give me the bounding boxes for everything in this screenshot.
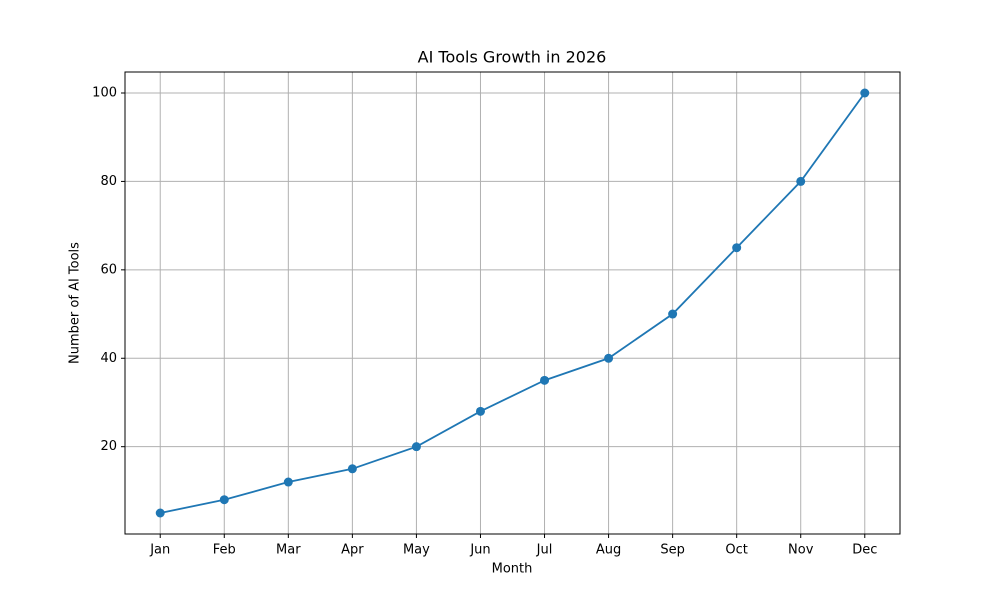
marker [219,495,229,505]
marker [604,353,614,363]
marker [155,508,165,518]
x-tick-label: Feb [213,543,236,558]
marker [796,176,806,186]
x-tick-label: Nov [788,543,814,558]
marker [283,477,293,487]
y-tick-label: 20 [100,439,117,454]
y-tick-label: 80 [100,174,117,189]
marker [411,442,421,452]
x-tick-label: Apr [341,543,364,558]
y-tick-label: 100 [92,86,117,101]
x-tick-label: Aug [596,543,621,558]
marker [860,88,870,98]
plot-frame [124,71,901,535]
marker [668,309,678,319]
line [160,92,866,514]
x-tick-label: Sep [660,543,685,558]
x-tick-label: Jun [469,543,490,558]
x-tick-label: Mar [276,543,301,558]
x-axis-label: Month [492,562,533,577]
y-tick-label: 40 [100,351,117,366]
chart-title: AI Tools Growth in 2026 [418,48,607,67]
x-tick-label: Oct [725,543,747,558]
y-tick-label: 60 [100,262,117,277]
marker [475,406,485,416]
x-tick-label: May [403,543,430,558]
x-tick-label: Jan [149,543,170,558]
marker [732,243,742,253]
y-axis-label: Number of AI Tools [68,242,83,364]
x-tick-label: Jul [536,543,553,558]
marker [540,375,550,385]
x-tick-label: Dec [852,543,877,558]
marker [347,464,357,474]
